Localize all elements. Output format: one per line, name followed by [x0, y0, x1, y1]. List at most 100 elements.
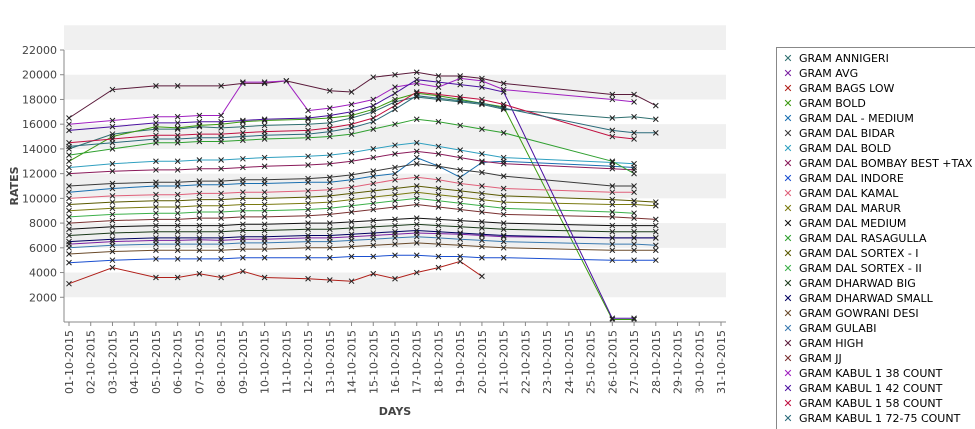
y-tick-label: 12000: [22, 168, 57, 181]
data-point: [109, 205, 116, 212]
data-point: [457, 147, 464, 153]
data-point: [609, 183, 616, 189]
data-point: [218, 256, 224, 262]
legend-label: GRAM ANNIGERI: [799, 52, 889, 65]
y-tick-label: 10000: [22, 192, 57, 205]
legend-marker: ✕: [783, 292, 793, 305]
data-point: [500, 220, 507, 226]
data-point: [370, 154, 377, 161]
legend-label: GRAM KABUL 1 58 COUNT: [799, 397, 943, 410]
legend-label: GRAM DAL BOLD: [799, 142, 892, 155]
x-tick-label: 09-10-2015: [237, 330, 250, 394]
legend-label: GRAM GULABI: [799, 322, 877, 335]
x-tick-label: 31-10-2015: [715, 330, 728, 394]
data-point: [153, 191, 159, 198]
data-point: [218, 112, 224, 119]
data-point: [631, 210, 637, 217]
data-point: [326, 152, 333, 158]
data-point: [457, 174, 464, 181]
data-point: [261, 163, 268, 170]
data-point: [413, 227, 420, 234]
data-point: [66, 183, 72, 189]
data-point: [261, 246, 268, 252]
x-tick-label: 12-10-2015: [302, 330, 315, 394]
legend-label: GRAM DAL RASAGULLA: [799, 232, 927, 245]
x-tick-label: 20-10-2015: [476, 330, 489, 394]
data-point: [240, 117, 246, 124]
legend-marker: ✕: [783, 397, 793, 410]
data-point: [457, 73, 464, 79]
x-tick-label: 14-10-2015: [346, 330, 359, 394]
y-tick-label: 8000: [29, 217, 57, 230]
legend-item: ✕ GRAM DAL BIDAR: [777, 126, 895, 141]
data-point: [261, 116, 268, 123]
legend-item: ✕ GRAM DAL SORTEX - II: [777, 261, 921, 276]
x-tick-label: 03-10-2015: [106, 330, 119, 394]
data-point: [370, 236, 377, 243]
data-point: [305, 232, 311, 239]
data-point: [392, 106, 398, 113]
series-line: [68, 197, 635, 218]
data-point: [500, 211, 507, 218]
data-point: [174, 216, 181, 223]
data-point: [479, 219, 485, 225]
data-point: [348, 190, 355, 197]
data-point: [196, 118, 203, 125]
series-16: [66, 227, 659, 245]
data-point: [479, 75, 485, 82]
data-point: [109, 160, 116, 167]
data-point: [392, 204, 398, 210]
data-point: [500, 232, 507, 239]
data-point: [109, 86, 116, 93]
data-point: [109, 230, 116, 236]
x-tick-label: 25-10-2015: [585, 330, 598, 394]
data-point: [479, 231, 485, 238]
data-point: [457, 154, 464, 161]
legend-item: ✕ GRAM KABUL 1 72-75 COUNT: [777, 411, 960, 426]
data-point: [240, 201, 246, 208]
x-tick-label: 05-10-2015: [150, 330, 163, 394]
data-point: [652, 247, 659, 254]
data-point: [457, 188, 464, 194]
data-point: [261, 221, 268, 228]
data-point: [218, 235, 224, 241]
data-point: [153, 235, 159, 241]
data-point: [392, 216, 398, 223]
data-point: [196, 228, 203, 235]
data-point: [174, 125, 181, 131]
legend-marker: ✕: [783, 412, 793, 425]
series-21: [66, 75, 637, 128]
data-point: [500, 80, 507, 87]
data-point: [413, 269, 420, 276]
series-22: [66, 76, 637, 322]
data-point: [392, 142, 398, 149]
data-point: [652, 242, 659, 249]
grid-band: [64, 272, 726, 298]
data-point: [109, 123, 116, 130]
data-point: [326, 128, 333, 135]
legend-label: GRAM GOWRANI DESI: [799, 307, 919, 320]
data-point: [609, 201, 616, 208]
data-point: [609, 247, 616, 254]
data-point: [348, 253, 355, 260]
legend-item: ✕ GRAM ANNIGERI: [777, 51, 889, 66]
data-point: [153, 136, 159, 142]
data-point: [631, 197, 637, 204]
data-point: [218, 178, 224, 184]
data-point: [305, 226, 311, 233]
data-point: [479, 126, 485, 132]
data-point: [66, 220, 72, 226]
legend-marker: ✕: [783, 232, 793, 245]
x-tick-label: 29-10-2015: [672, 330, 685, 394]
data-point: [218, 190, 224, 197]
data-point: [479, 78, 485, 84]
data-point: [609, 228, 616, 235]
data-point: [218, 209, 224, 215]
data-point: [174, 235, 181, 241]
series-line: [68, 163, 635, 187]
series-20: [66, 201, 659, 226]
data-point: [609, 91, 616, 98]
legend-item: ✕ GRAM DAL BOMBAY BEST +TAX: [777, 156, 972, 171]
legend-item: ✕ GRAM AVG: [777, 66, 858, 81]
data-point: [631, 99, 637, 105]
